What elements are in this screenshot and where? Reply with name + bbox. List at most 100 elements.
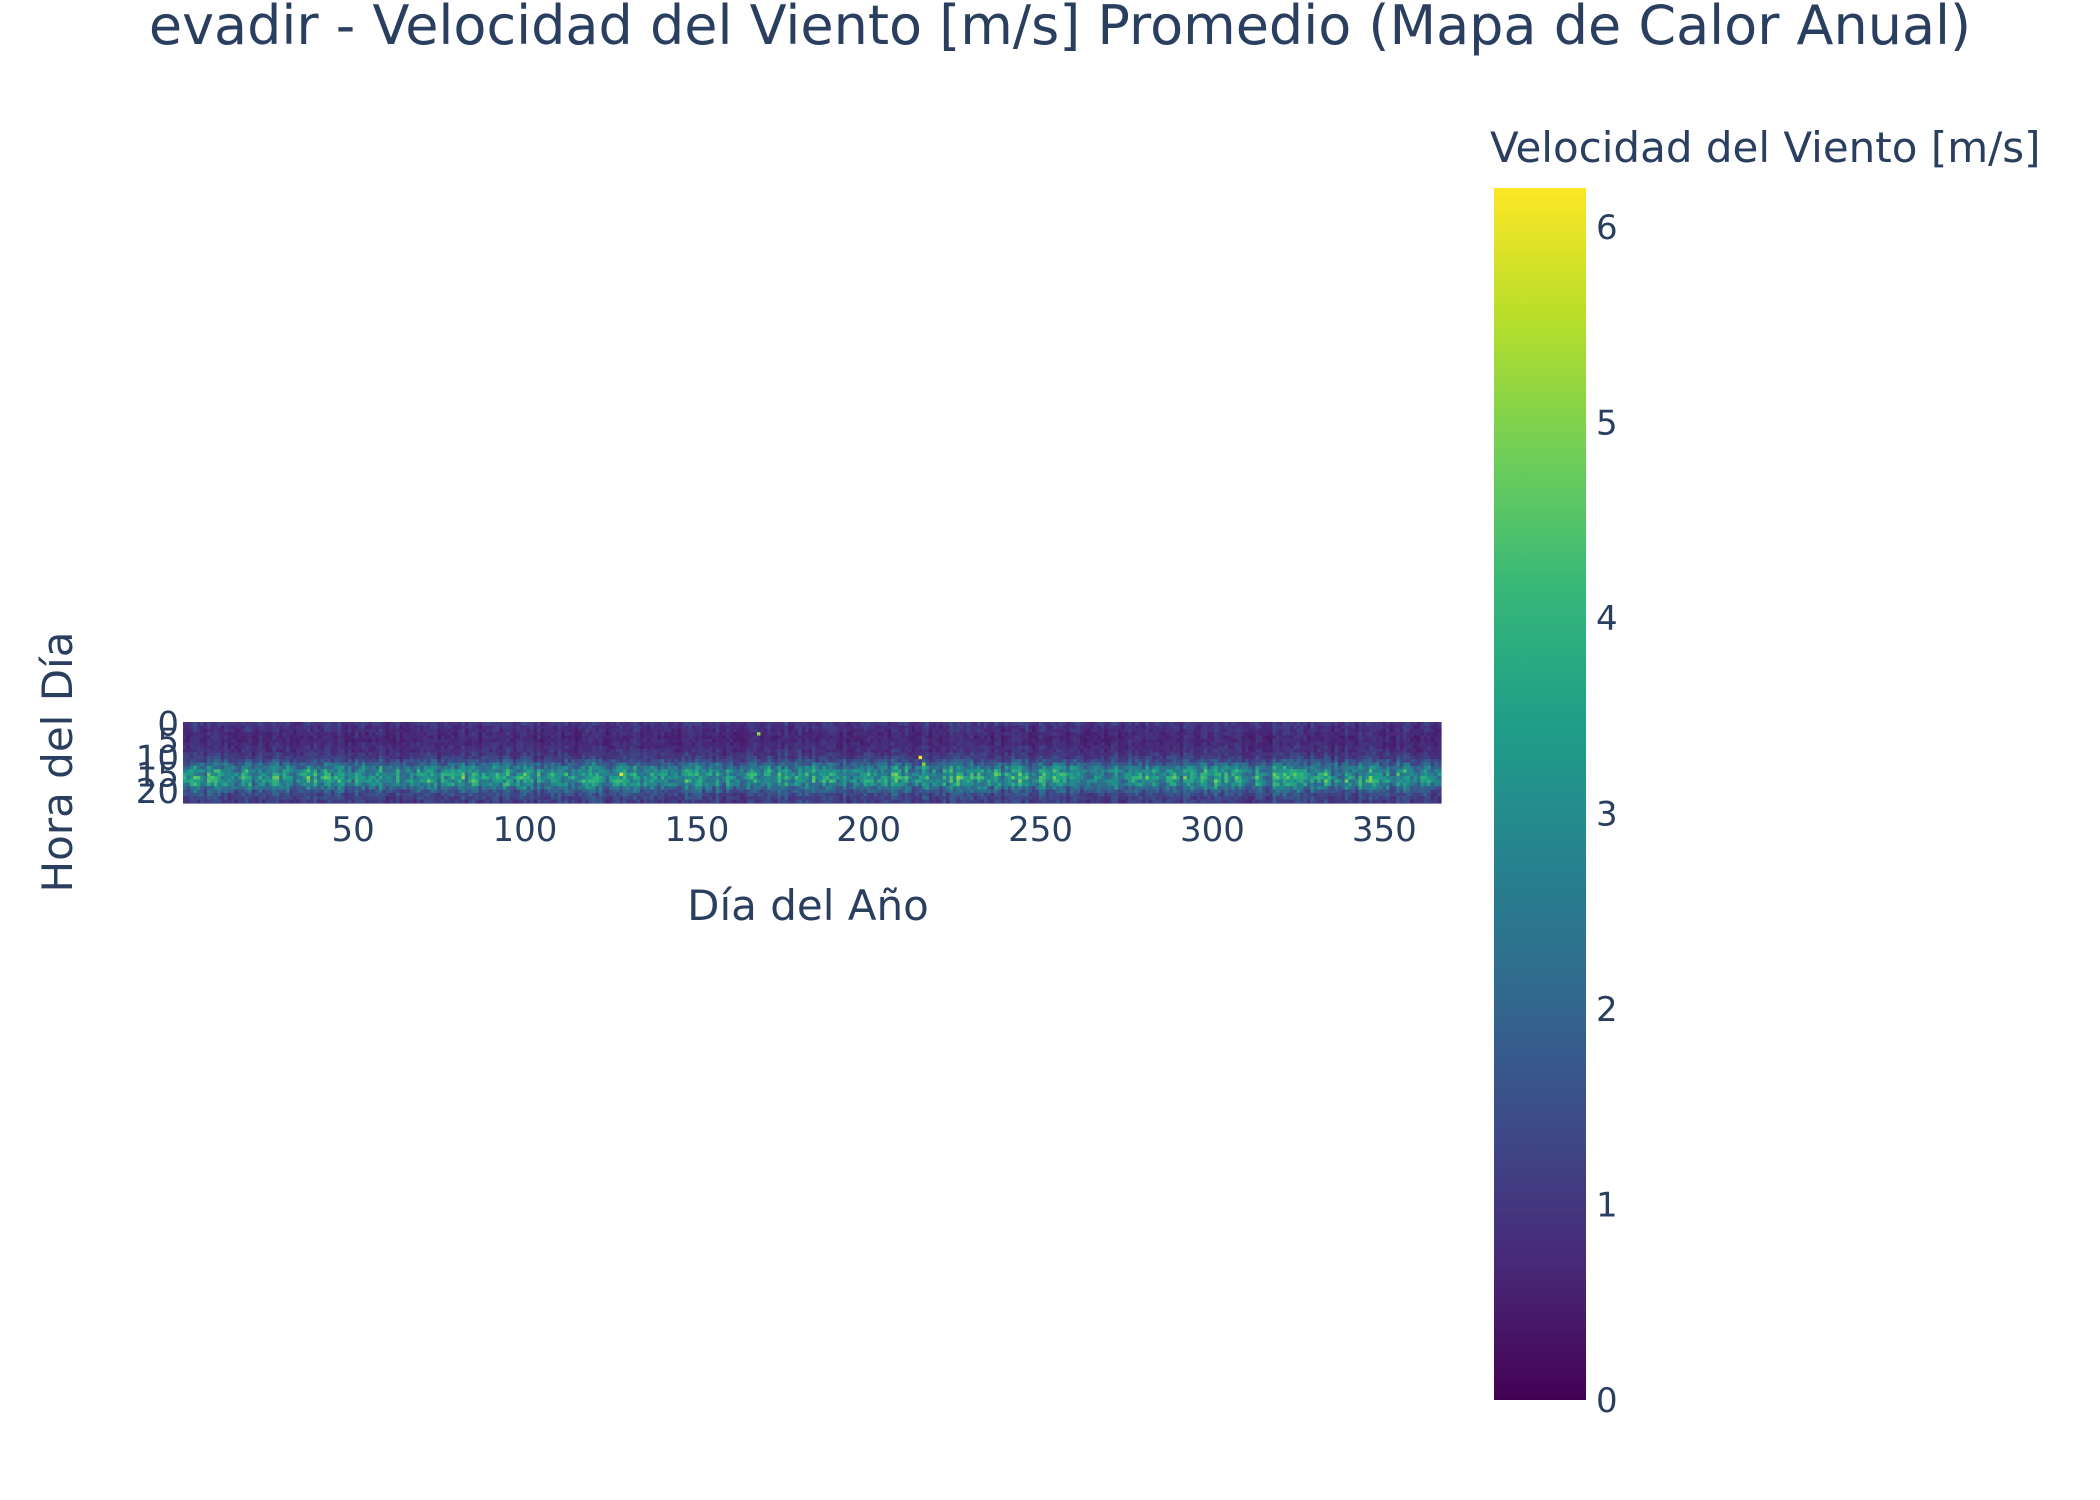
heatmap-cell xyxy=(777,786,782,791)
heatmap-cell xyxy=(732,765,737,770)
heatmap-cell xyxy=(413,792,418,797)
heatmap-cell xyxy=(677,742,682,747)
heatmap-cell xyxy=(385,772,390,777)
heatmap-cell xyxy=(475,796,480,801)
heatmap-cell xyxy=(262,769,267,774)
heatmap-cell xyxy=(537,755,542,760)
heatmap-cell xyxy=(189,776,194,780)
heatmap-cell xyxy=(767,786,772,791)
heatmap-cell xyxy=(564,738,569,743)
heatmap-cell xyxy=(822,745,827,750)
heatmap-cell xyxy=(519,765,524,770)
heatmap-cell xyxy=(585,789,590,794)
heatmap-cell xyxy=(616,732,621,737)
heatmap-cell xyxy=(512,749,518,753)
heatmap-cell xyxy=(399,732,404,737)
heatmap-cell xyxy=(842,762,847,767)
heatmap-cell xyxy=(433,792,438,797)
heatmap-cell xyxy=(574,792,579,797)
heatmap-cell xyxy=(210,745,215,750)
heatmap-cell xyxy=(774,799,779,804)
heatmap-cell xyxy=(574,722,579,726)
heatmap-cell xyxy=(512,755,518,760)
heatmap-cell xyxy=(846,786,851,791)
heatmap-cell xyxy=(447,796,452,801)
heatmap-cell xyxy=(846,755,851,760)
heatmap-cell xyxy=(650,732,655,737)
heatmap-cell xyxy=(729,728,734,733)
heatmap-cell xyxy=(712,738,717,743)
heatmap-cell xyxy=(258,776,263,780)
heatmap-cell xyxy=(688,782,693,787)
heatmap-cell xyxy=(873,786,878,791)
heatmap-cell xyxy=(427,765,432,770)
heatmap-cell xyxy=(688,722,693,726)
heatmap-cell xyxy=(781,752,786,757)
heatmap-cell xyxy=(657,735,662,740)
heatmap-cell xyxy=(674,742,679,747)
heatmap-cell xyxy=(189,749,194,753)
heatmap-cell xyxy=(471,755,476,760)
heatmap-cell xyxy=(719,765,724,770)
heatmap-cell xyxy=(255,752,260,757)
heatmap-cell xyxy=(327,792,332,797)
heatmap-cell xyxy=(430,749,435,753)
heatmap-cell xyxy=(860,728,865,733)
heatmap-cell xyxy=(626,789,631,794)
heatmap-cell xyxy=(846,725,851,730)
heatmap-cell xyxy=(337,782,342,787)
heatmap-cell xyxy=(416,792,421,797)
heatmap-cell xyxy=(372,762,377,767)
heatmap-cell xyxy=(196,752,201,757)
heatmap-cell xyxy=(846,789,851,794)
heatmap-cell xyxy=(289,735,294,740)
heatmap-cell xyxy=(554,755,559,760)
heatmap-cell xyxy=(691,745,696,750)
heatmap-cell xyxy=(207,732,212,737)
heatmap-cell xyxy=(681,776,686,780)
heatmap-cell xyxy=(227,735,232,740)
heatmap-cell xyxy=(533,745,538,750)
heatmap-cell xyxy=(602,752,607,757)
heatmap-cell xyxy=(653,745,658,750)
heatmap-cell xyxy=(237,765,243,770)
heatmap-cell xyxy=(832,786,837,791)
heatmap-cell xyxy=(715,759,720,764)
heatmap-cell xyxy=(757,752,762,757)
heatmap-cell xyxy=(320,725,325,730)
heatmap-cell xyxy=(193,779,198,784)
heatmap-cell xyxy=(402,789,408,794)
heatmap-cell xyxy=(292,792,298,797)
heatmap-cell xyxy=(512,779,518,784)
heatmap-cell xyxy=(616,786,621,791)
heatmap-cell xyxy=(557,745,562,750)
heatmap-cell xyxy=(220,799,225,804)
heatmap-cell xyxy=(729,799,734,804)
heatmap-cell xyxy=(378,722,383,726)
heatmap-cell xyxy=(849,789,854,794)
heatmap-cell xyxy=(688,745,693,750)
heatmap-cell xyxy=(471,732,476,737)
heatmap-cell xyxy=(533,742,538,747)
heatmap-cell xyxy=(396,755,401,760)
heatmap-cell xyxy=(729,725,734,730)
heatmap-cell xyxy=(299,752,304,757)
heatmap-cell xyxy=(461,732,466,737)
heatmap-cell xyxy=(433,762,438,767)
heatmap-cell xyxy=(643,745,648,750)
heatmap-cell xyxy=(887,725,892,730)
heatmap-cell xyxy=(475,772,480,777)
heatmap-cell xyxy=(574,745,579,750)
heatmap-cell xyxy=(753,738,758,743)
heatmap-cell xyxy=(884,792,889,797)
heatmap-cell xyxy=(296,738,301,743)
heatmap-cell xyxy=(839,796,844,801)
heatmap-cell xyxy=(567,782,572,787)
heatmap-cell xyxy=(234,779,239,784)
heatmap-cell xyxy=(423,772,428,777)
heatmap-cell xyxy=(598,792,603,797)
heatmap-cell xyxy=(629,728,634,733)
heatmap-cell xyxy=(873,735,878,740)
heatmap-cell xyxy=(643,799,648,804)
heatmap-cell xyxy=(567,749,572,753)
